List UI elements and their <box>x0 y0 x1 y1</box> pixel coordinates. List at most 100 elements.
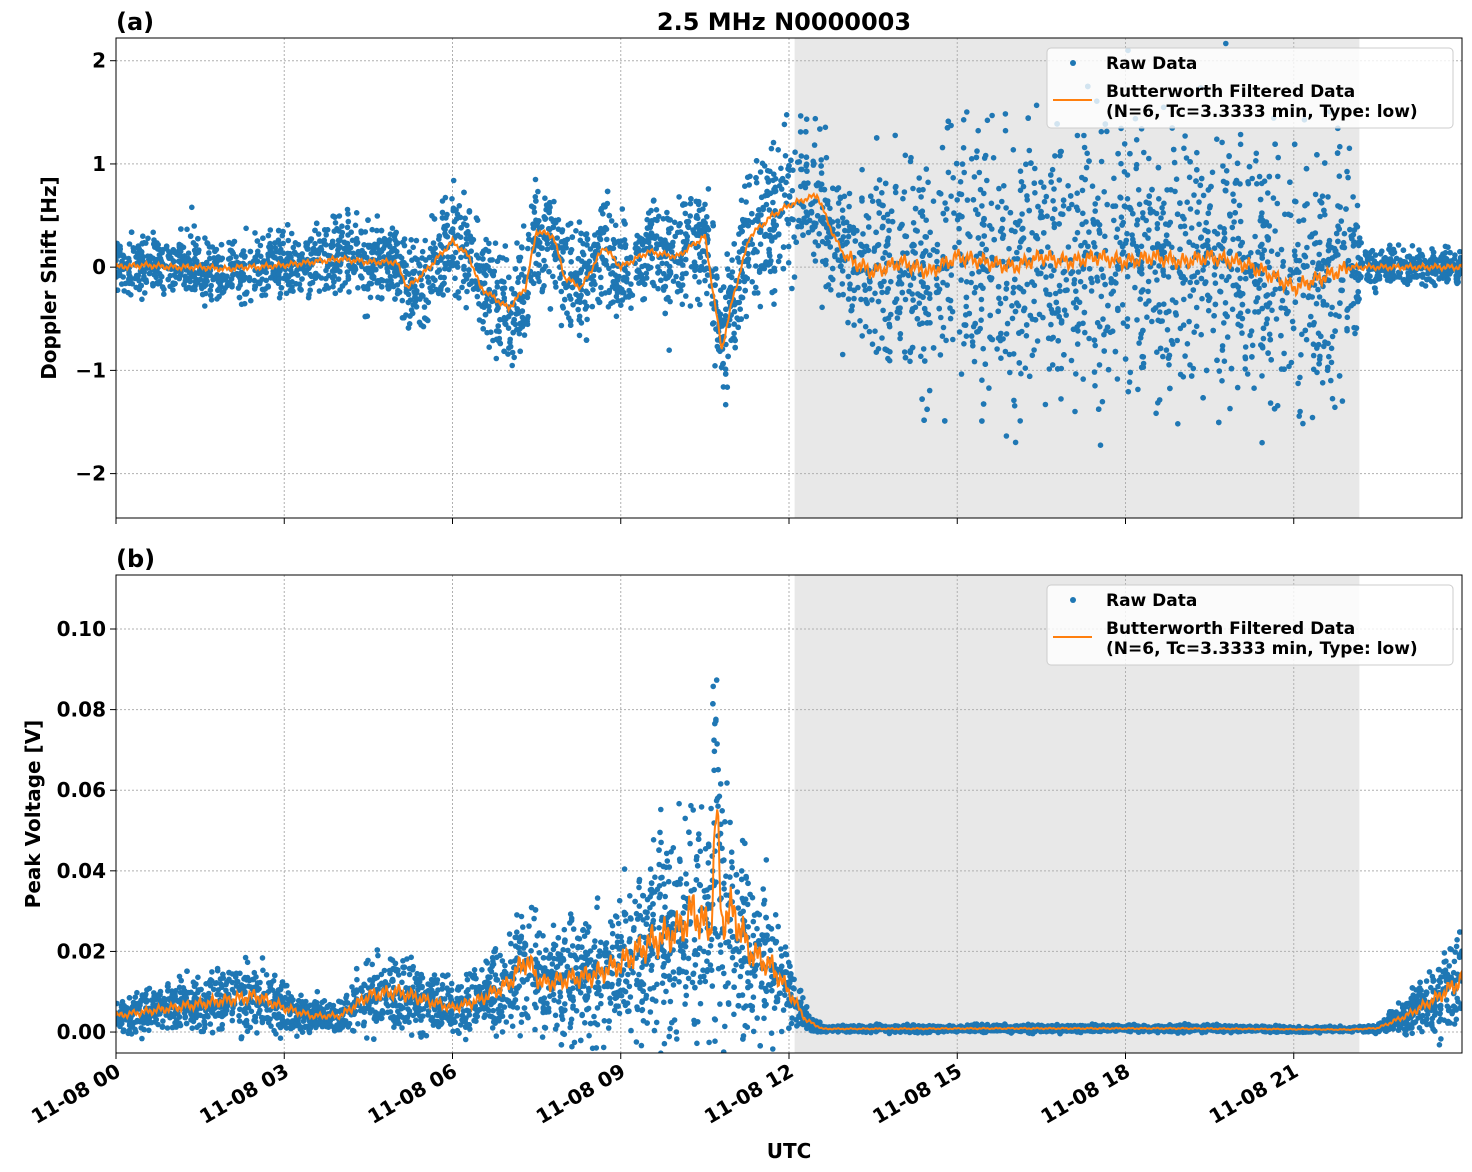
raw-point <box>755 215 761 222</box>
raw-point <box>1233 292 1240 298</box>
raw-point <box>772 184 779 191</box>
raw-point <box>352 222 359 229</box>
raw-point <box>1282 211 1288 218</box>
raw-point <box>1051 186 1057 192</box>
raw-point <box>1023 322 1030 328</box>
raw-point <box>1017 168 1024 174</box>
raw-point <box>449 254 456 260</box>
raw-point <box>1318 200 1325 206</box>
raw-point <box>947 297 954 304</box>
raw-point <box>757 169 764 175</box>
raw-point <box>1004 320 1011 327</box>
raw-point <box>1124 230 1130 237</box>
raw-point <box>782 153 789 159</box>
raw-point <box>877 281 884 287</box>
raw-point <box>1280 263 1286 270</box>
raw-point <box>722 317 728 324</box>
raw-point <box>947 305 953 311</box>
raw-point <box>497 340 504 347</box>
raw-point <box>1287 179 1293 185</box>
raw-point <box>1055 306 1061 312</box>
raw-point <box>780 265 787 272</box>
raw-point <box>1348 302 1354 309</box>
raw-point <box>1032 317 1039 323</box>
raw-point <box>1245 308 1251 315</box>
raw-point <box>998 330 1004 337</box>
raw-point <box>391 245 397 252</box>
raw-point <box>1315 286 1321 293</box>
raw-point <box>117 249 123 255</box>
raw-point <box>791 274 798 280</box>
raw-point <box>1261 178 1268 184</box>
raw-point <box>763 259 769 265</box>
raw-point <box>610 245 617 252</box>
raw-point <box>1157 309 1163 315</box>
raw-point <box>626 294 632 300</box>
raw-point <box>1083 164 1090 171</box>
raw-point <box>1173 176 1180 182</box>
raw-point <box>1011 403 1018 409</box>
raw-point <box>619 289 625 296</box>
raw-point <box>978 317 984 324</box>
raw-point <box>867 279 873 285</box>
raw-point <box>1321 343 1327 350</box>
raw-point <box>633 274 640 281</box>
raw-point <box>1079 221 1085 228</box>
raw-point <box>259 292 265 299</box>
raw-point <box>1458 270 1462 276</box>
raw-point <box>536 225 543 231</box>
raw-point <box>1008 227 1015 234</box>
raw-point <box>1092 208 1098 214</box>
raw-point <box>952 244 958 251</box>
raw-point <box>458 225 464 231</box>
raw-point <box>704 265 710 272</box>
raw-point <box>972 320 978 327</box>
raw-point <box>1308 233 1315 240</box>
raw-point <box>1114 226 1121 232</box>
raw-point <box>1424 276 1430 283</box>
raw-point <box>880 223 886 230</box>
raw-point <box>461 189 467 196</box>
raw-point <box>924 406 930 413</box>
raw-point <box>1269 307 1275 314</box>
raw-point <box>638 271 645 278</box>
raw-point <box>497 254 503 261</box>
raw-point <box>744 174 751 181</box>
raw-point <box>1304 244 1310 251</box>
raw-point <box>170 258 177 264</box>
raw-point <box>492 240 499 246</box>
raw-point <box>1325 364 1331 371</box>
raw-point <box>655 270 661 276</box>
raw-point <box>472 278 479 284</box>
raw-point <box>1069 201 1075 208</box>
raw-point <box>583 337 590 343</box>
raw-point <box>945 169 952 176</box>
raw-point <box>756 207 762 213</box>
raw-point <box>519 314 526 321</box>
raw-point <box>1181 296 1187 303</box>
raw-point <box>732 337 738 344</box>
raw-point <box>899 289 906 296</box>
raw-point <box>835 223 842 229</box>
raw-point <box>275 227 282 234</box>
raw-point <box>369 226 376 233</box>
raw-point <box>1021 307 1027 314</box>
raw-point <box>971 358 978 365</box>
raw-point <box>1046 302 1053 309</box>
raw-point <box>576 294 582 300</box>
raw-point <box>505 351 511 357</box>
raw-point <box>535 188 541 195</box>
raw-point <box>378 238 384 245</box>
raw-point <box>1194 209 1200 215</box>
raw-point <box>846 203 852 210</box>
raw-point <box>1104 128 1110 135</box>
raw-point <box>516 330 523 337</box>
raw-point <box>1154 221 1161 227</box>
raw-point <box>944 125 951 131</box>
raw-point <box>1193 178 1199 184</box>
raw-point <box>1329 395 1336 402</box>
raw-point <box>578 230 584 237</box>
raw-point <box>438 243 445 249</box>
raw-point <box>1115 307 1121 314</box>
raw-point <box>1316 361 1322 367</box>
